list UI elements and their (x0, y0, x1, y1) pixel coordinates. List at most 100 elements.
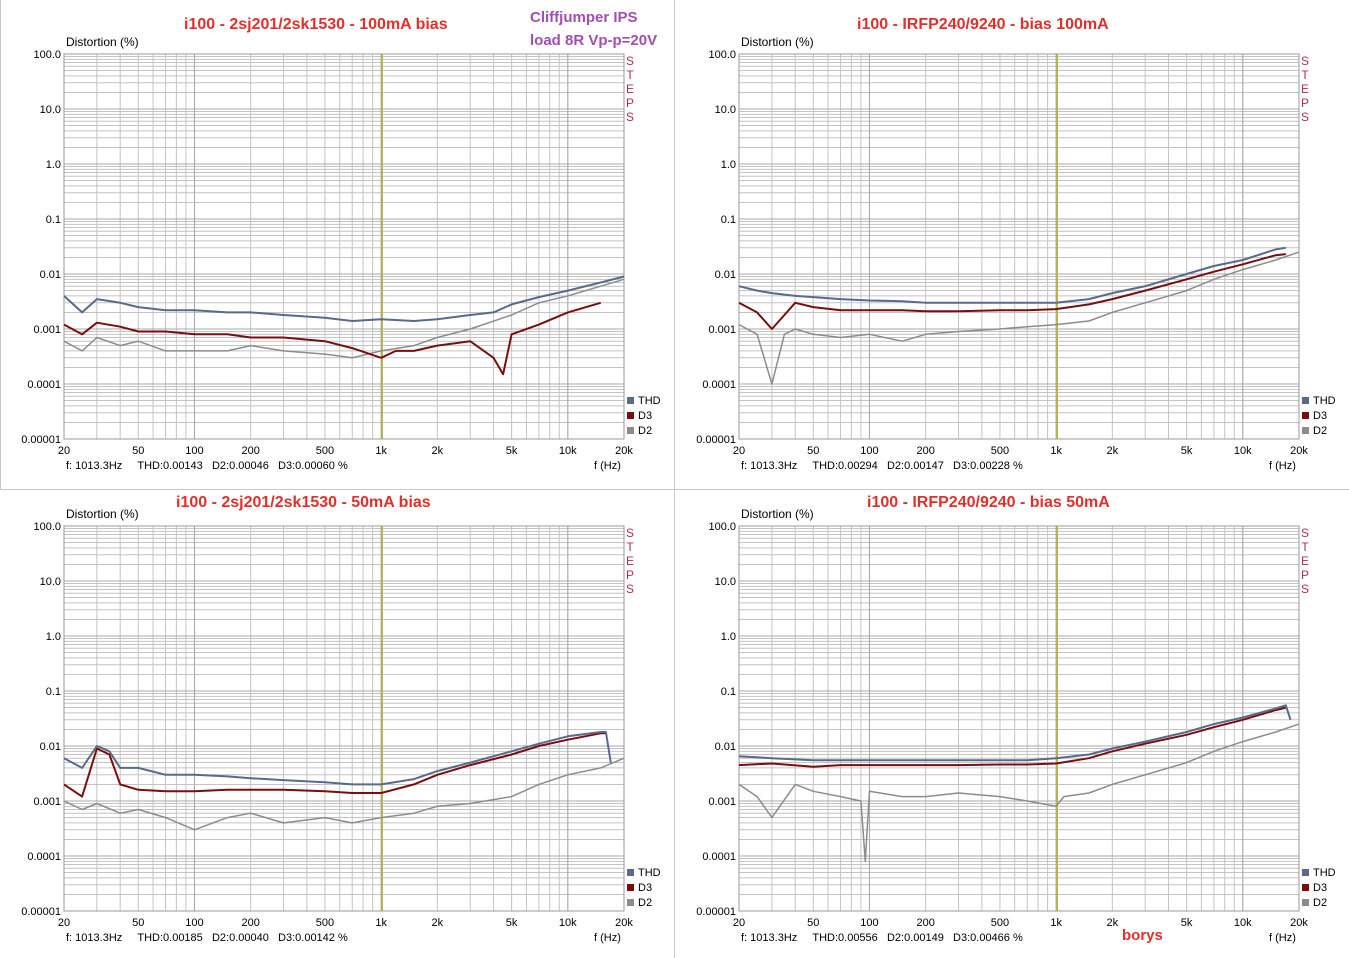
x-tick-label: 50 (807, 445, 819, 457)
y-tick-label: 0.01 (40, 269, 61, 281)
y-tick-label: 100.0 (708, 49, 736, 61)
y-tick-label: 0.01 (715, 741, 736, 753)
left-edge-line (0, 0, 1, 489)
horizontal-divider (0, 489, 1349, 490)
readout-d2: D2:0.00040 (211, 932, 269, 944)
y-tick-label: 0.0001 (27, 851, 61, 863)
x-tick-label: 5k (1181, 445, 1193, 457)
y-tick-label: 0.001 (33, 324, 61, 336)
y-tick-label: 1.0 (46, 631, 61, 643)
y-tick-label: 0.01 (715, 269, 736, 281)
legend-swatch (627, 427, 634, 434)
y-axis-label: Distortion (%) (66, 35, 139, 49)
y-tick-label: 0.00001 (21, 906, 61, 918)
readout-thd: THD:0.00556 (812, 932, 878, 944)
y-tick-label: 100.0 (33, 49, 61, 61)
x-tick-label: 10k (559, 445, 577, 457)
series-line-d3 (63, 732, 606, 798)
chart-legend: THD D3 D2 (627, 865, 661, 910)
legend-swatch (1302, 427, 1309, 434)
legend-label: D3 (1313, 409, 1328, 422)
steps-letter: E (1300, 554, 1309, 568)
legend-item-thd: THD (1302, 865, 1336, 880)
x-tick-label: 200 (241, 445, 259, 457)
chart-legend: THD D3 D2 (1302, 865, 1336, 910)
legend-swatch (627, 899, 634, 906)
annotation-line-1: Cliffjumper IPS (530, 9, 638, 26)
plot-frame (738, 525, 1300, 912)
chart-title: i100 - IRFP240/9240 - bias 100mA (857, 16, 1109, 33)
readout-d3: D3:0.00142 % (278, 932, 348, 944)
y-tick-label: 10.0 (715, 104, 736, 116)
legend-label: D3 (638, 409, 653, 422)
x-tick-label: 10k (559, 917, 577, 929)
series-line-d2 (63, 278, 625, 359)
x-tick-label: 20k (1290, 917, 1308, 929)
steps-letter: S (625, 54, 634, 68)
x-tick-label: 2k (432, 445, 444, 457)
readout-frequency: f: 1013.3Hz (66, 460, 123, 472)
steps-letter: S (625, 526, 634, 540)
legend-item-thd: THD (627, 865, 661, 880)
legend-item-d2: D2 (1302, 423, 1336, 438)
x-axis-unit: f (Hz) (1269, 932, 1296, 944)
x-axis-unit: f (Hz) (1269, 460, 1296, 472)
steps-letter: P (1300, 568, 1309, 582)
plot-frame (63, 53, 625, 440)
readout-thd: THD:0.00143 (137, 460, 203, 472)
y-tick-label: 0.001 (33, 796, 61, 808)
legend-item-d3: D3 (627, 408, 661, 423)
x-tick-label: 20 (733, 445, 745, 457)
x-tick-label: 5k (1181, 917, 1193, 929)
cursor-readout: f: 1013.3Hz THD:0.00294 D2:0.00147 D3:0.… (741, 460, 1023, 472)
legend-label: THD (1313, 394, 1336, 407)
chart-panel-bottom-left: i100 - 2sj201/2sk1530 - 50mA bias Distor… (0, 472, 672, 947)
x-tick-label: 1k (1050, 917, 1062, 929)
x-tick-label: 500 (316, 445, 334, 457)
chart-title: i100 - 2sj201/2sk1530 - 100mA bias (184, 16, 448, 33)
y-tick-label: 0.1 (46, 686, 61, 698)
readout-d2: D2:0.00046 (211, 460, 269, 472)
steps-letter: S (1300, 54, 1309, 68)
steps-letter: S (1300, 526, 1309, 540)
x-tick-label: 500 (316, 917, 334, 929)
y-tick-label: 0.0001 (702, 851, 736, 863)
readout-frequency: f: 1013.3Hz (741, 932, 798, 944)
x-tick-label: 100 (860, 445, 878, 457)
series-line-d3 (738, 706, 1287, 768)
x-tick-label: 5k (506, 445, 518, 457)
x-tick-label: 5k (506, 917, 518, 929)
cursor-readout: f: 1013.3Hz THD:0.00185 D2:0.00040 D3:0.… (66, 932, 348, 944)
x-tick-label: 2k (1107, 445, 1119, 457)
plot-frame (63, 525, 625, 912)
series-line-thd (63, 275, 625, 322)
readout-thd: THD:0.00185 (137, 932, 203, 944)
y-tick-label: 0.001 (708, 796, 736, 808)
grid (739, 53, 1299, 440)
x-tick-label: 500 (991, 445, 1009, 457)
legend-swatch (1302, 412, 1309, 419)
readout-d2: D2:0.00147 (886, 460, 944, 472)
y-tick-label: 100.0 (708, 521, 736, 533)
y-tick-label: 0.00001 (696, 906, 736, 918)
steps-letter: P (625, 96, 634, 110)
x-tick-label: 50 (132, 917, 144, 929)
grid (64, 525, 624, 912)
y-tick-label: 0.00001 (696, 434, 736, 446)
legend-item-d3: D3 (1302, 880, 1336, 895)
series-line-thd (63, 731, 612, 786)
x-axis-unit: f (Hz) (594, 460, 621, 472)
series-line-d2 (63, 757, 625, 831)
x-tick-label: 10k (1234, 445, 1252, 457)
chart-title: i100 - IRFP240/9240 - bias 50mA (867, 494, 1110, 511)
chart-legend: THD D3 D2 (1302, 393, 1336, 438)
y-tick-label: 10.0 (715, 576, 736, 588)
x-tick-label: 100 (185, 445, 203, 457)
chart-panel-top-left: i100 - 2sj201/2sk1530 - 100mA bias Disto… (0, 0, 672, 475)
x-tick-label: 1k (375, 917, 387, 929)
x-tick-label: 10k (1234, 917, 1252, 929)
